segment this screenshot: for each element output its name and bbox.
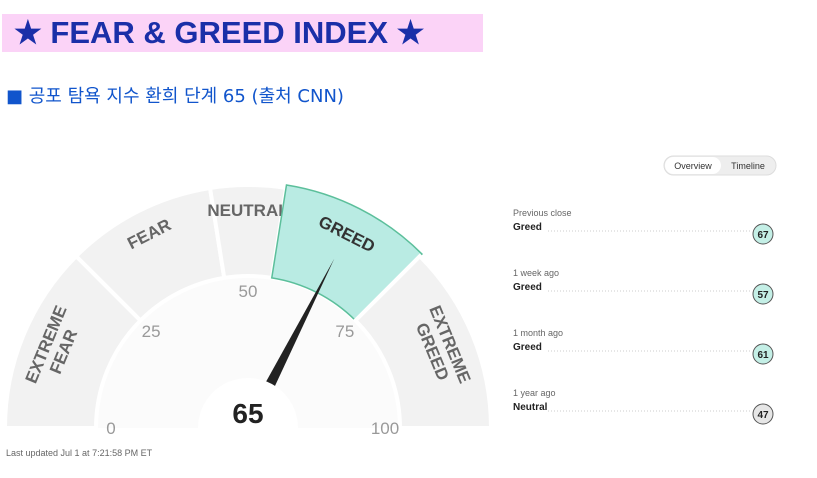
tick-label: 75 [335,322,354,341]
center-disc [198,378,298,428]
tick-label: 100 [371,419,399,438]
history-period: 1 week ago [513,268,559,278]
segment [352,253,494,430]
tab-active [665,157,721,174]
needle [265,258,335,388]
history-status: Greed [513,222,542,233]
inner-area [98,278,398,428]
gauge-value: 65 [232,398,263,429]
history-status: Neutral [513,402,548,413]
tick-label: 50 [239,282,258,301]
tab[interactable]: Timeline [731,161,765,171]
history-value: 61 [757,350,769,361]
tick-label: 0 [106,419,115,438]
history-period: 1 month ago [513,328,563,338]
tick-label: 25 [142,322,161,341]
history-badge [752,343,774,365]
history-badge [752,283,774,305]
history-status: Greed [513,282,542,293]
history-status: Greed [513,342,542,353]
title: ★ FEAR & GREED INDEX ★ [2,14,483,52]
history-badge [752,403,774,425]
segment-label: NEUTRAL [207,201,288,220]
history-period: Previous close [513,208,572,218]
history-badge [752,223,774,245]
tab[interactable]: Overview [674,161,712,171]
history-value: 57 [757,290,769,301]
segment [270,184,424,322]
history-period: 1 year ago [513,388,556,398]
history-value: 67 [757,230,769,241]
gauge-bg-clip [0,428,500,430]
subtitle: ■ 공포 탐욕 지수 환희 단계 65 (출처 CNN) [6,86,344,107]
last-updated: Last updated Jul 1 at 7:21:58 PM ET [6,448,153,458]
history-value: 47 [757,410,769,421]
